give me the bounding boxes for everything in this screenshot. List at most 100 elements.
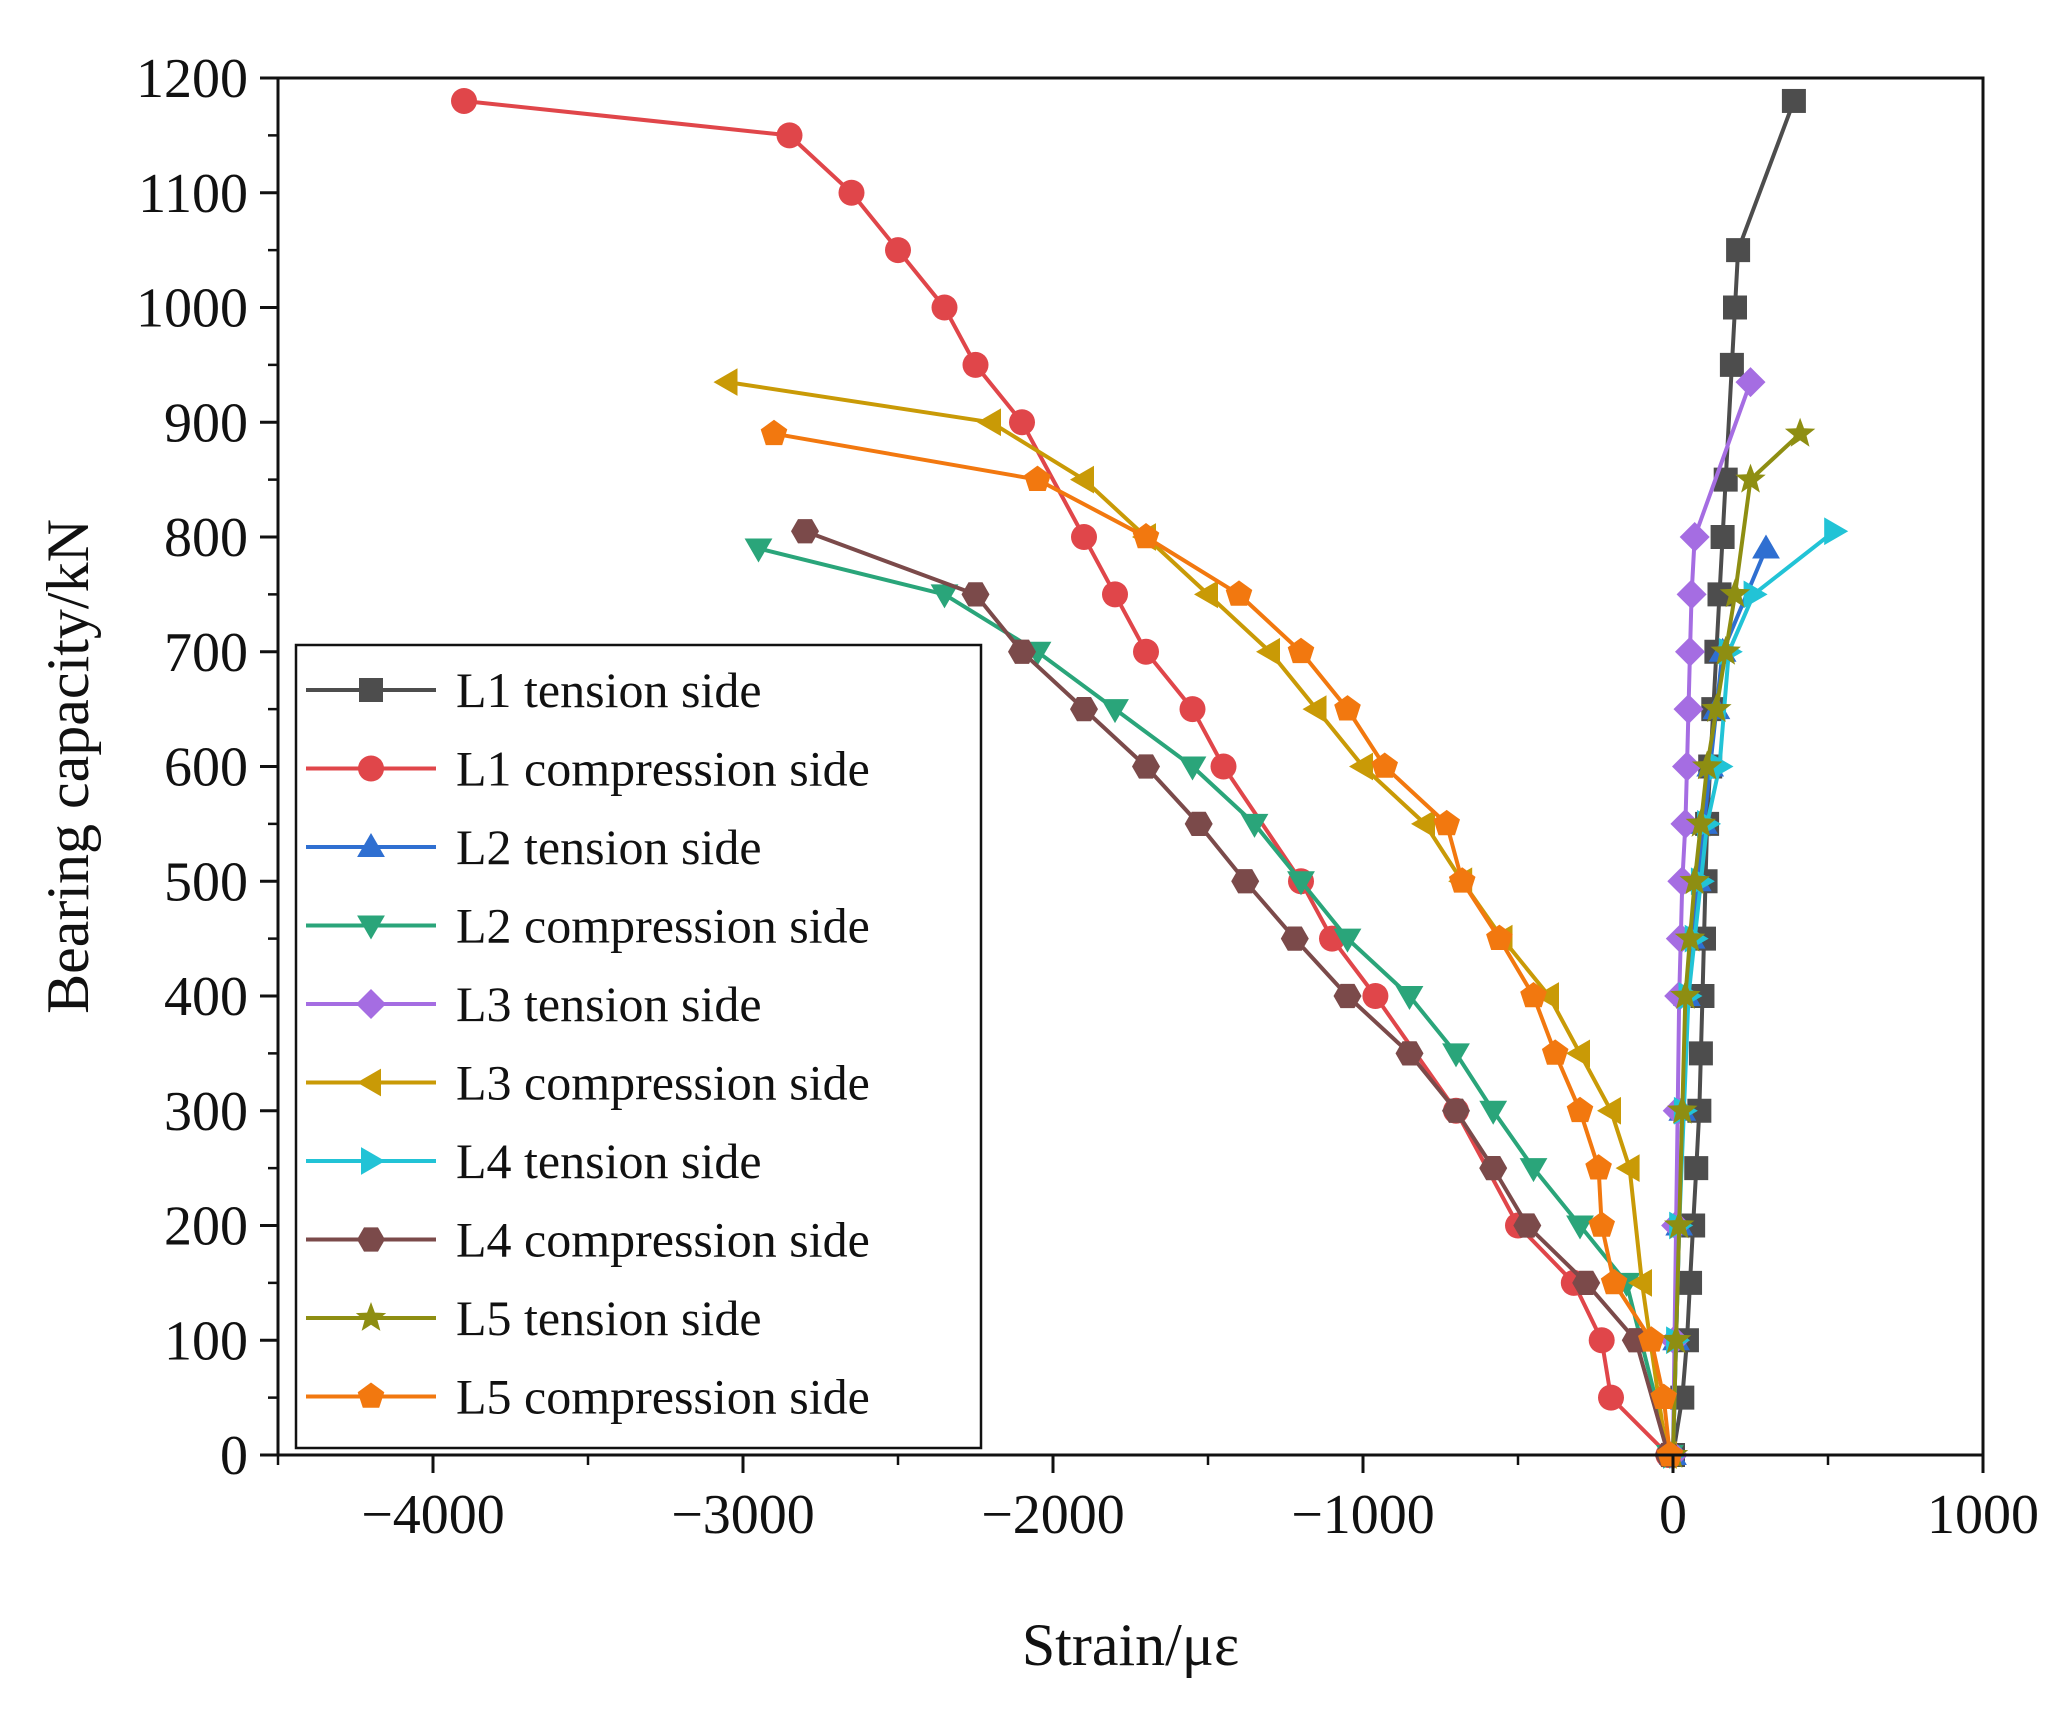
data-point: [1225, 580, 1253, 606]
data-point: [1256, 637, 1280, 666]
data-point: [1132, 754, 1160, 779]
data-point: [1442, 1043, 1470, 1068]
data-point: [1784, 417, 1816, 447]
x-tick-label: −1000: [1291, 1484, 1435, 1546]
data-point: [1541, 1039, 1569, 1065]
data-point: [1009, 409, 1035, 436]
data-point: [1280, 926, 1309, 951]
data-point: [1566, 1096, 1594, 1123]
data-point: [776, 122, 803, 149]
legend-marker: [356, 989, 386, 1019]
data-point: [1735, 463, 1766, 493]
data-point: [1442, 1098, 1470, 1123]
data-point: [1133, 638, 1159, 665]
data-point: [1678, 1270, 1703, 1295]
data-point: [1710, 635, 1741, 665]
ticks-layer: −4000 −3000 −2000 −1000 0 1000 0 100 200 300 400 50…: [136, 48, 2039, 1546]
y-tick-label: 1100: [138, 163, 248, 225]
data-point: [1673, 694, 1704, 725]
data-point: [1670, 808, 1701, 839]
data-point: [1566, 1215, 1594, 1240]
data-point: [1448, 867, 1476, 893]
data-point: [760, 419, 788, 446]
legend-box: [294, 643, 983, 1450]
series-line: [1671, 100, 1796, 1456]
y-tick-label: 700: [164, 622, 248, 684]
data-point: [1395, 1041, 1424, 1066]
data-point: [1334, 695, 1361, 721]
legend-marker: [358, 755, 384, 782]
x-tick-label: −4000: [361, 1484, 505, 1546]
data-point: [1679, 865, 1710, 895]
data-point: [1781, 88, 1806, 113]
data-point: [1628, 1269, 1652, 1297]
legend-label: L3 tension side: [456, 976, 762, 1032]
data-point: [1670, 980, 1701, 1009]
data-point: [1824, 517, 1849, 546]
data-point: [1685, 807, 1717, 837]
data-point: [1287, 871, 1315, 896]
data-point: [1024, 465, 1051, 491]
data-point: [1479, 1100, 1508, 1125]
legend-item: L4 tension side: [306, 1133, 762, 1189]
data-point: [1719, 352, 1744, 377]
data-point: [1597, 1096, 1621, 1125]
data-point: [1667, 1094, 1698, 1124]
data-point: [1726, 238, 1751, 263]
series-10: [760, 419, 1684, 1467]
data-point: [1701, 693, 1732, 723]
data-point: [1071, 524, 1097, 550]
legend-marker: [359, 678, 383, 702]
legend-item: L1 compression side: [306, 741, 870, 797]
data-point: [1709, 752, 1734, 781]
y-tick-label: 1000: [136, 278, 248, 340]
data-point: [1615, 1154, 1640, 1182]
y-tick-label: 0: [220, 1425, 248, 1487]
data-point: [1349, 752, 1373, 781]
data-point: [962, 351, 989, 378]
legend-item: L1 tension side: [306, 662, 762, 718]
data-point: [1194, 580, 1218, 609]
data-point: [1676, 579, 1707, 610]
data-point: [1486, 924, 1513, 950]
legend-label: L1 tension side: [456, 662, 762, 718]
data-point: [1672, 751, 1702, 782]
legend-label: L4 tension side: [456, 1133, 762, 1189]
data-point: [791, 519, 819, 544]
legend-marker: [357, 915, 385, 940]
data-point: [1519, 1158, 1548, 1183]
legend-item: L2 compression side: [306, 898, 870, 954]
data-point: [713, 368, 738, 396]
data-point: [1102, 581, 1128, 608]
data-point: [1179, 696, 1206, 723]
data-point: [1719, 578, 1751, 608]
series-layer: [451, 87, 1849, 1470]
data-point: [1691, 750, 1723, 780]
legend-label: L2 compression side: [456, 898, 870, 954]
legend-marker: [357, 833, 385, 857]
series-line: [1671, 432, 1802, 1456]
legend-item: L4 compression side: [306, 1212, 870, 1268]
data-point: [1723, 295, 1747, 320]
data-point: [1598, 1384, 1624, 1411]
data-point: [1650, 1383, 1677, 1409]
legend-item: L2 tension side: [306, 819, 762, 875]
data-point: [1231, 869, 1260, 894]
legend-marker: [355, 1302, 387, 1331]
y-tick-label: 900: [164, 392, 248, 454]
y-axis-title: Bearing capacity/kN: [35, 519, 101, 1014]
legend-label: L5 compression side: [456, 1369, 870, 1425]
data-point: [1333, 928, 1362, 953]
data-point: [1287, 637, 1315, 664]
y-tick-label: 1200: [136, 48, 248, 110]
legend-label: L3 compression side: [456, 1055, 870, 1111]
data-point: [1743, 580, 1768, 609]
data-point: [1710, 525, 1735, 549]
data-point: [1520, 982, 1547, 1008]
legend-marker: [357, 1227, 385, 1252]
data-point: [1684, 1156, 1709, 1181]
data-point: [1333, 983, 1362, 1009]
y-tick-label: 100: [164, 1310, 248, 1372]
data-point: [1566, 1039, 1590, 1068]
data-point: [1184, 811, 1213, 836]
